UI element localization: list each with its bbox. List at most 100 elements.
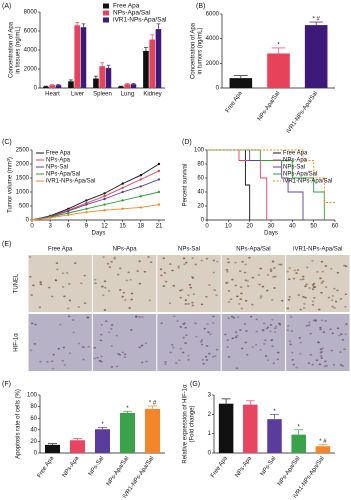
cell-stain <box>39 283 43 286</box>
legend-label: iVR1-NPs-Apa/Sal <box>113 17 167 24</box>
x-tick-label: 18 <box>137 224 144 230</box>
cell-stain <box>63 364 67 366</box>
cell-stain <box>259 296 263 299</box>
point <box>157 190 161 194</box>
cell-stain <box>239 329 242 331</box>
cell-stain <box>307 324 311 327</box>
y-axis-label: Tumor volume (mm³) <box>8 157 14 213</box>
cell-stain <box>286 270 289 273</box>
cell-stain <box>226 339 230 342</box>
cell-stain <box>234 331 238 334</box>
cell-stain <box>130 292 134 295</box>
cell-stain <box>71 319 75 321</box>
cell-stain <box>205 295 208 298</box>
point <box>103 192 106 195</box>
cell-stain <box>302 296 305 298</box>
cell-stain <box>304 285 307 288</box>
cell-stain <box>28 275 32 278</box>
cell-stain <box>238 270 242 273</box>
cell-stain <box>321 280 325 283</box>
micrograph <box>286 255 350 312</box>
annotation: * <box>101 422 104 428</box>
cell-stain <box>93 278 97 281</box>
cell-stain <box>118 353 122 356</box>
cell-stain <box>140 361 144 364</box>
cell-stain <box>331 332 335 335</box>
cell-stain <box>232 316 236 319</box>
cell-stain <box>32 284 35 287</box>
cell-stain <box>194 322 197 325</box>
cell-stain <box>234 284 238 287</box>
y-tick-label: 60 <box>30 416 37 422</box>
cell-stain <box>312 282 316 285</box>
y-tick-label: 6000 <box>24 29 38 35</box>
cell-stain <box>239 298 243 301</box>
cell-stain <box>231 278 234 281</box>
cell-stain <box>100 360 103 363</box>
cell-stain <box>296 269 300 271</box>
bar <box>145 408 160 453</box>
cell-stain <box>179 296 183 299</box>
legend-label: NPs-Sal <box>283 165 305 171</box>
y-axis-label: Percent survival <box>183 164 189 207</box>
cell-stain <box>183 263 186 266</box>
cell-stain <box>291 351 294 354</box>
legend-swatch <box>103 3 109 9</box>
cell-stain <box>246 280 249 282</box>
cell-stain <box>159 268 163 271</box>
cell-stain <box>273 267 276 269</box>
cell-stain <box>319 277 322 280</box>
y-tick-label: 40 <box>197 190 204 196</box>
cell-stain <box>127 271 131 274</box>
cell-stain <box>266 359 270 361</box>
cell-stain <box>319 351 323 354</box>
y-tick-label: 60 <box>197 176 204 182</box>
cell-stain <box>128 307 131 309</box>
cell-stain <box>103 309 107 311</box>
cell-stain <box>143 270 147 273</box>
cell-stain <box>301 278 305 281</box>
legend-label: NPs-Sal <box>46 165 68 171</box>
cell-stain <box>336 327 340 330</box>
cell-stain <box>293 269 297 272</box>
cell-stain <box>30 294 33 296</box>
micrograph <box>92 255 157 312</box>
cell-stain <box>318 363 322 366</box>
cell-stain <box>319 355 323 357</box>
cell-stain <box>320 282 324 284</box>
cell-stain <box>113 256 117 259</box>
y-tick-label: 1000 <box>16 190 30 196</box>
cell-stain <box>239 286 243 289</box>
point <box>85 207 88 210</box>
cell-stain <box>331 295 335 297</box>
x-axis-label: Days <box>92 231 106 237</box>
cell-stain <box>299 278 303 281</box>
cell-stain <box>106 262 110 265</box>
bar <box>49 85 55 88</box>
bar <box>267 53 290 88</box>
cell-stain <box>61 272 65 275</box>
cell-stain <box>211 322 215 324</box>
column-header: NPs-Sal <box>178 247 200 253</box>
cell-stain <box>280 299 284 302</box>
annotation: * <box>126 406 129 412</box>
cell-stain <box>276 358 280 361</box>
point <box>139 206 143 209</box>
annotation: * # <box>319 439 327 445</box>
cell-stain <box>178 359 181 362</box>
cell-stain <box>212 259 216 262</box>
point <box>67 209 70 213</box>
column-header: iVR1-NPs-Apa/Sal <box>293 247 342 253</box>
cell-stain <box>101 285 104 288</box>
cell-stain <box>86 316 89 319</box>
cell-stain <box>235 334 239 337</box>
cell-stain <box>99 339 103 342</box>
cell-stain <box>209 333 212 336</box>
cell-stain <box>124 299 127 301</box>
cell-stain <box>164 280 168 283</box>
cell-stain <box>201 358 205 361</box>
point <box>48 216 52 219</box>
point <box>121 182 124 185</box>
cell-stain <box>265 289 269 292</box>
cell-stain <box>319 348 323 351</box>
